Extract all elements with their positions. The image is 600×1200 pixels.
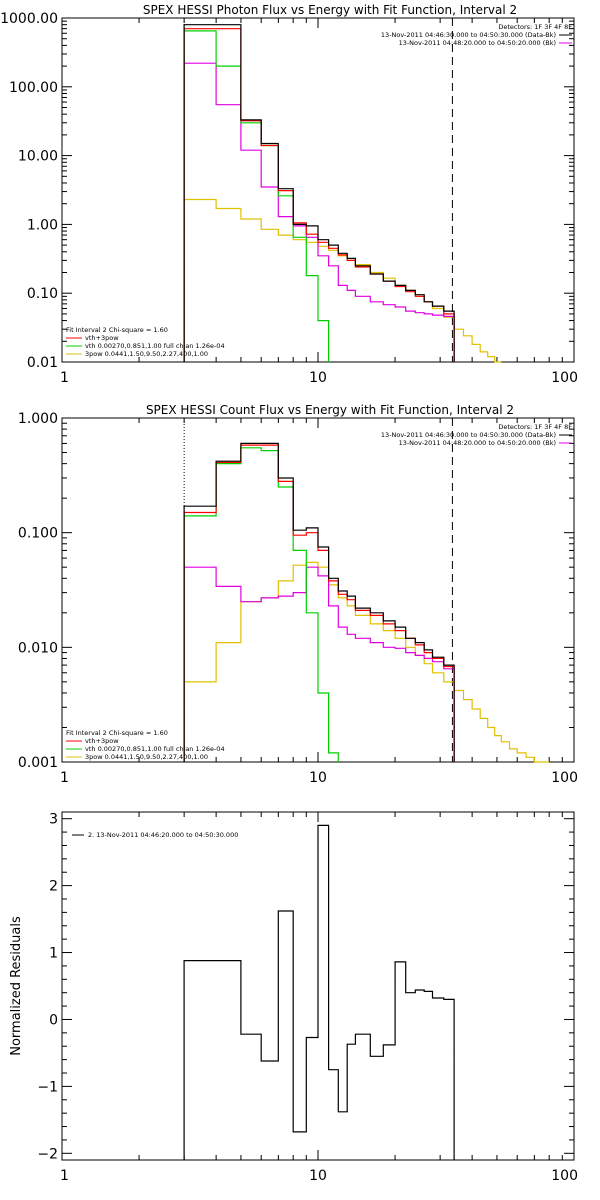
- photon-legend-data: 13-Nov-2011 04:46:30.000 to 04:50:30.000…: [381, 31, 556, 39]
- series-line-magenta: [183, 62, 455, 362]
- photon-flux-title: SPEX HESSI Photon Flux vs Energy with Fi…: [143, 3, 517, 17]
- y-tick-label: 1: [49, 946, 58, 962]
- series-line-black: [183, 442, 455, 762]
- count-flux-series: [183, 442, 550, 763]
- x-tick-label: 10: [309, 1168, 327, 1184]
- count-flux-title: SPEX HESSI Count Flux vs Energy with Fit…: [146, 403, 514, 417]
- residuals-legend: 2. 13-Nov-2011 04:46:20.000 to 04:50:30.…: [88, 831, 238, 839]
- count-fit-info: Fit Interval 2 Chi-square = 1.60: [66, 729, 168, 737]
- count-legend-red: vth+3pow: [85, 737, 119, 745]
- count-flux-ticks: 1 10 100 0.001 0.010 0.100 1.000: [18, 411, 578, 786]
- y-tick-label: 0: [49, 1012, 58, 1028]
- count-flux-frame: [61, 417, 575, 763]
- series-line-yellow: [183, 198, 502, 363]
- y-tick-label: −1: [37, 1079, 58, 1095]
- photon-fit-info: Fit Interval 2 Chi-square = 1.60: [66, 326, 168, 334]
- series-line-black: [183, 824, 455, 1160]
- photon-legend-green: vth 0.00270,0.851,1.00 full chian 1.26e-…: [85, 342, 225, 350]
- count-flux-vlines: [183, 418, 453, 762]
- count-legend-bk: 13-Nov-2011 04:48:20.000 to 04:50:20.000…: [399, 439, 556, 447]
- photon-legend-red: vth+3pow: [85, 334, 119, 342]
- y-tick-label: 100.00: [9, 80, 58, 96]
- photon-legend-bk: 13-Nov-2011 04:48:20.000 to 04:50:20.000…: [399, 39, 556, 47]
- y-tick-label: 1000.00: [0, 11, 58, 27]
- count-flux-panel: SPEX HESSI Count Flux vs Energy with Fit…: [18, 403, 578, 786]
- y-tick-label: 3: [49, 812, 58, 828]
- count-legend-green: vth 0.00270,0.851,1.00 full chian 1.26e-…: [85, 745, 225, 753]
- y-tick-label: 0.001: [18, 755, 58, 771]
- x-tick-label: 100: [551, 370, 578, 386]
- photon-legend-yellow: 3pow 0.0441,1.50,9.50,2.27,400,1.00: [85, 350, 208, 358]
- x-tick-label: 1: [60, 370, 69, 386]
- series-line-magenta: [183, 566, 455, 762]
- x-tick-label: 100: [551, 1168, 578, 1184]
- photon-flux-series: [183, 24, 502, 363]
- count-legend-detectors: Detectors: 1F 3F 4F 8F: [498, 423, 572, 431]
- y-tick-label: 0.01: [27, 355, 58, 371]
- series-line-red: [183, 28, 455, 362]
- residuals-panel: 1 10 100 −2 −1 0 1 2 3 Normalized Residuals 2. 1…: [9, 811, 578, 1184]
- y-tick-label: 0.010: [18, 640, 58, 656]
- x-tick-label: 100: [551, 770, 578, 786]
- photon-flux-panel: SPEX HESSI Photon Flux vs Energy with Fi…: [0, 3, 578, 386]
- count-legend-data: 13-Nov-2011 04:46:30.000 to 04:50:30.000…: [381, 431, 556, 439]
- y-tick-label: 1.000: [18, 411, 58, 427]
- y-tick-label: 1.00: [27, 217, 58, 233]
- photon-legend-detectors: Detectors: 1F 3F 4F 8F: [498, 23, 572, 31]
- residuals-series: [183, 824, 455, 1160]
- count-legend-yellow: 3pow 0.0441,1.50,9.50,2.27,400,1.00: [85, 753, 208, 761]
- x-tick-label: 1: [60, 1168, 69, 1184]
- x-tick-label: 10: [309, 770, 327, 786]
- series-line-green: [183, 30, 330, 362]
- y-tick-label: 0.10: [27, 286, 58, 302]
- series-line-red: [183, 444, 455, 762]
- x-tick-label: 10: [309, 370, 327, 386]
- residuals-ylabel: Normalized Residuals: [9, 916, 24, 1056]
- x-tick-label: 1: [60, 770, 69, 786]
- series-line-black: [183, 24, 455, 362]
- y-tick-label: 0.100: [18, 526, 58, 542]
- residuals-ticks: 1 10 100 −2 −1 0 1 2 3: [37, 812, 578, 1184]
- y-tick-label: −2: [37, 1146, 58, 1162]
- series-line-green: [183, 447, 339, 762]
- y-tick-label: 2: [49, 879, 58, 895]
- y-tick-label: 10.00: [18, 149, 58, 165]
- photon-flux-ticks: 1 10 100 0.01 0.10 1.00 10.00 100.00 1000.00: [0, 11, 578, 386]
- series-line-yellow: [183, 561, 550, 763]
